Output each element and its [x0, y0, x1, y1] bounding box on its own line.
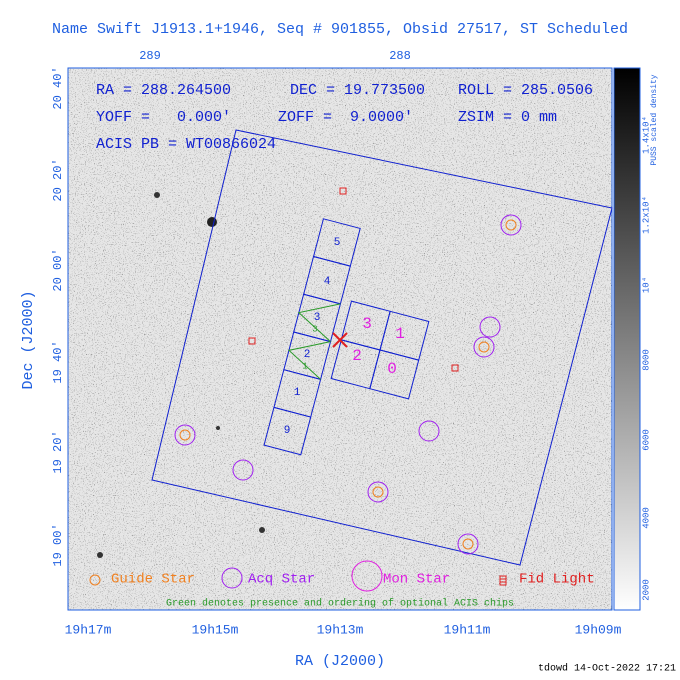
y-tick-label: 20 00': [51, 248, 65, 291]
colorbar-tick-label: 1.2x10⁴: [640, 196, 651, 234]
info-zoff: ZOFF = 9.0000': [278, 109, 413, 126]
y-tick-label: 19 40': [51, 340, 65, 383]
y-tick-label: 20 20': [51, 158, 65, 201]
colorbar-label: PUSS scaled density: [650, 74, 659, 165]
chip-label: 1: [395, 325, 405, 343]
acis-s-array: [263, 218, 361, 456]
legend-label: Acq Star: [248, 572, 315, 588]
legend: Guide Star Acq Star Mon Star Fid Light G…: [89, 560, 595, 610]
y-tick-label: 19 00': [51, 523, 65, 566]
info-roll: ROLL = 285.0506: [458, 82, 593, 99]
chip-label: 3: [362, 315, 372, 333]
note: Green denotes presence and ordering of o…: [166, 598, 514, 610]
chip-label: 1: [294, 387, 301, 399]
top-tick-label: 289: [139, 49, 161, 63]
chip-label: 2: [304, 349, 311, 361]
info-dec: DEC = 19.773500: [290, 82, 425, 99]
info-panel: RA = 288.264500 DEC = 19.773500 ROLL = 2…: [96, 82, 593, 153]
legend-label: Fid Light: [519, 572, 595, 588]
colorbar-tick-label: 2000: [641, 579, 651, 601]
x-tick-label: 19h17m: [65, 622, 112, 637]
acis-i-array: [330, 300, 430, 400]
y-tick-label: 19 20': [51, 430, 65, 473]
guide-stars: [174, 214, 522, 555]
legend-label: Guide Star: [111, 572, 195, 588]
acq-stars: [232, 316, 501, 481]
colorbar-tick-label: 10⁴: [640, 277, 651, 293]
colorbar-tick-label: 1.4x10⁴: [640, 116, 651, 154]
chip-label: 3: [314, 312, 321, 324]
y-tick-label: 20 40': [51, 66, 65, 109]
colorbar: [613, 67, 641, 611]
colorbar-tick-label: 6000: [641, 429, 651, 451]
x-axis-label: RA (J2000): [295, 653, 385, 670]
info-acis: ACIS PB = WT00866024: [96, 136, 276, 153]
top-tick-label: 288: [389, 49, 411, 63]
legend-label: Mon Star: [383, 572, 450, 588]
chip-label: 5: [334, 237, 341, 249]
chip-label: 2: [352, 347, 362, 365]
x-tick-label: 19h15m: [192, 622, 239, 637]
field-box: [151, 129, 613, 566]
optional-chip-label: 3: [312, 324, 317, 334]
colorbar-tick-label: 8000: [641, 349, 651, 371]
chip-label: 9: [284, 425, 291, 437]
x-tick-label: 19h13m: [317, 622, 364, 637]
title: Name Swift J1913.1+1946, Seq # 901855, O…: [52, 21, 628, 38]
chip-label: 4: [324, 276, 331, 288]
pointing-mark: [332, 332, 348, 348]
chip-label: 0: [387, 360, 397, 378]
y-axis-label: Dec (J2000): [20, 290, 37, 389]
x-tick-label: 19h09m: [575, 622, 622, 637]
info-zsim: ZSIM = 0 mm: [458, 109, 557, 126]
x-tick-label: 19h11m: [444, 622, 491, 637]
info-yoff: YOFF = 0.000': [96, 109, 231, 126]
footer: tdowd 14-Oct-2022 17:21: [538, 663, 676, 675]
colorbar-tick-label: 4000: [641, 507, 651, 529]
plot-frame: [67, 67, 613, 611]
optional-chip-label: 1: [302, 361, 307, 371]
info-ra: RA = 288.264500: [96, 82, 231, 99]
